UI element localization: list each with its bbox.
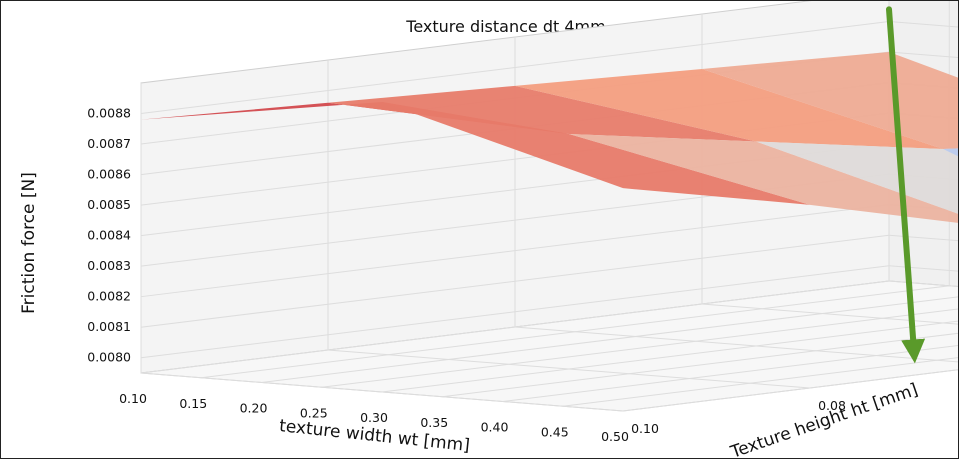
surface-patch: [328, 85, 756, 142]
annotation-arrows: [886, 6, 926, 364]
z-tick-label: 0.0080: [87, 350, 131, 365]
surface-patch: [756, 141, 958, 214]
x-gridline: [381, 320, 958, 393]
x-gridline: [442, 332, 958, 398]
x-gridline: [622, 369, 958, 412]
x-tick-label: 0.45: [541, 424, 569, 439]
x-tick-label: 0.10: [119, 391, 147, 406]
x-tick-label: 0.50: [601, 429, 629, 444]
surface-patch: [569, 133, 958, 223]
z-tick-label: 0.0088: [87, 106, 131, 121]
x-gridline: [502, 344, 958, 402]
surface-patch: [382, 102, 810, 205]
z-tick-label: 0.0087: [87, 136, 131, 151]
tick-labels: 0.0080 0.0081 0.0082 0.0083 0.0084 0.0085 0.00…: [87, 106, 846, 444]
surface: [141, 52, 958, 223]
x-tick-label: 0.30: [360, 410, 388, 425]
width-trend-arrow: [886, 6, 926, 364]
y-tick-label: 0.10: [631, 421, 659, 436]
z-tick-label: 0.0083: [87, 258, 131, 273]
z-axis-label: Friction force [N]: [19, 172, 39, 314]
chart-title: Texture distance dt 4mm: [405, 17, 605, 36]
surface-patch: [141, 102, 569, 134]
x-tick-label: 0.20: [240, 401, 268, 416]
x-gridline: [261, 296, 958, 383]
x-tick-label: 0.40: [481, 420, 509, 435]
z-tick-label: 0.0081: [87, 319, 131, 334]
x-gridline: [562, 357, 958, 407]
surface-patch: [943, 148, 958, 157]
z-tick-label: 0.0082: [87, 289, 131, 304]
y-tick-label: 0.08: [818, 398, 846, 413]
x-tick-label: 0.35: [420, 415, 448, 430]
y-gridline: [140, 83, 624, 412]
surface-patch: [515, 68, 943, 149]
z-tick-label: 0.0085: [87, 197, 131, 212]
x-gridline: [321, 308, 958, 388]
x-tick-label: 0.25: [300, 405, 328, 420]
z-tick-label: 0.0084: [87, 228, 131, 243]
z-tick-label: 0.0086: [87, 167, 131, 182]
y-gridline: [327, 60, 811, 389]
x-tick-label: 0.15: [179, 396, 207, 411]
